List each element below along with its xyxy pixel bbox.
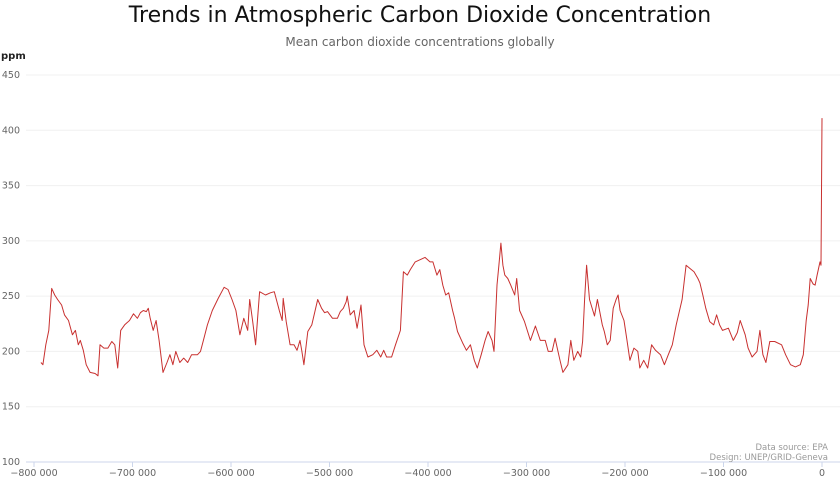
chart-title: Trends in Atmospheric Carbon Dioxide Con… [128, 3, 712, 28]
x-tick-label: −600 000 [207, 468, 254, 479]
y-tick-label: 350 [2, 181, 20, 192]
x-tick-label: 0 [819, 468, 825, 479]
y-tick-label: 300 [2, 236, 20, 247]
y-tick-label: 200 [2, 346, 20, 357]
co2-line [40, 118, 823, 377]
gridlines [26, 74, 840, 463]
credits: Data source: EPA Design: UNEP/GRID-Genev… [710, 443, 828, 463]
x-axis: −800 000 −700 000 −600 000 −500 000 −400 000… [10, 462, 825, 479]
design-credit: Design: UNEP/GRID-Geneva [709, 453, 828, 463]
x-tick-label: −700 000 [109, 468, 156, 479]
chart-subtitle: Mean carbon dioxide concentrations globa… [285, 35, 555, 49]
x-tick-label: −500 000 [306, 468, 353, 479]
x-tick-label: −300 000 [503, 468, 550, 479]
y-tick-label: 450 [2, 70, 20, 81]
x-tick-label: −100 000 [700, 468, 747, 479]
y-tick-label: 400 [2, 125, 20, 136]
data-source: Data source: EPA [755, 443, 828, 453]
y-tick-label: 250 [2, 291, 20, 302]
y-axis-label: ppm [1, 51, 26, 62]
x-tick-label: −800 000 [10, 468, 57, 479]
y-tick-label: 100 [2, 457, 20, 468]
x-tick-label: −400 000 [404, 468, 451, 479]
x-tick-label: −200 000 [601, 468, 648, 479]
y-tick-label: 150 [2, 402, 20, 413]
y-axis: 100 150 200 250 300 350 400 450 [2, 70, 20, 468]
